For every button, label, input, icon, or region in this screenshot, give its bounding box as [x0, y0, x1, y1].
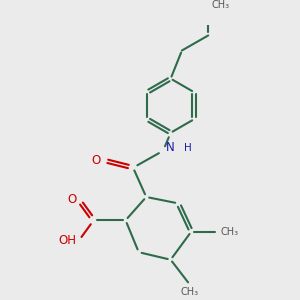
- Text: CH₃: CH₃: [220, 226, 239, 236]
- Text: H: H: [184, 143, 192, 153]
- Text: O: O: [67, 193, 76, 206]
- Text: CH₃: CH₃: [211, 0, 230, 11]
- Text: OH: OH: [58, 234, 76, 248]
- Text: O: O: [92, 154, 101, 167]
- Text: CH₃: CH₃: [180, 287, 199, 297]
- Text: N: N: [166, 141, 175, 154]
